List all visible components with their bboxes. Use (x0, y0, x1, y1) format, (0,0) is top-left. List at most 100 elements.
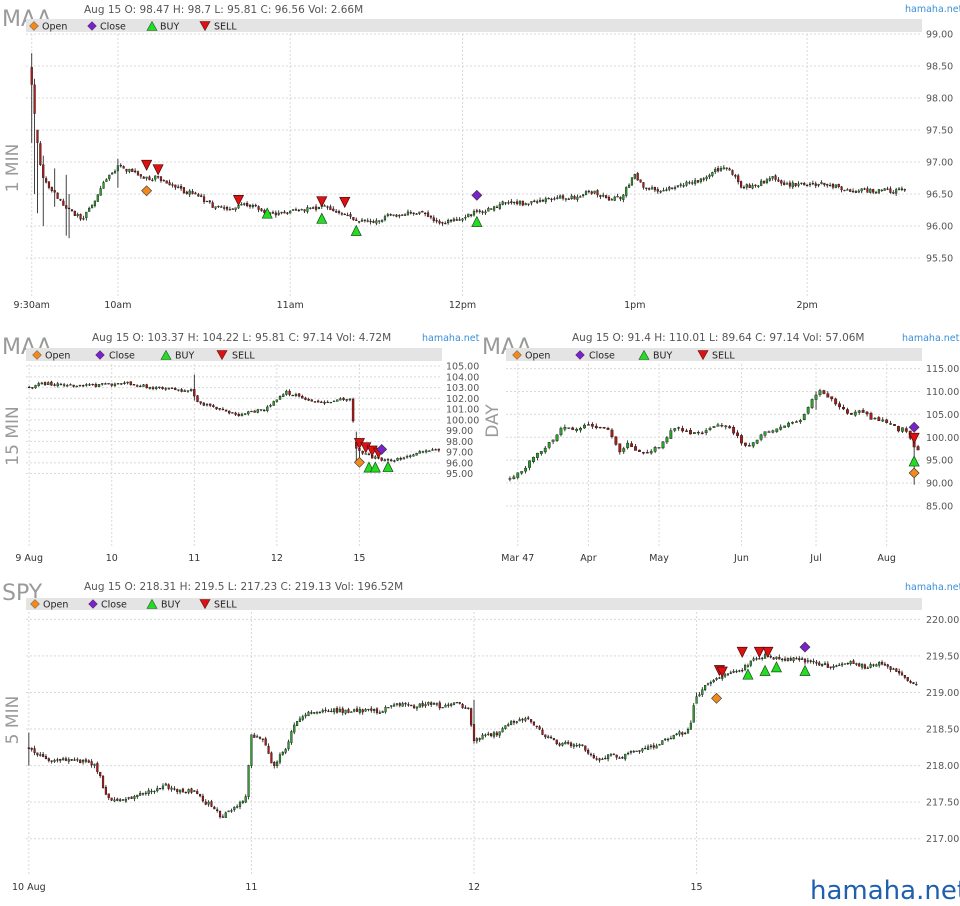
candle-up (67, 759, 70, 762)
candle-down (495, 732, 498, 736)
candle-down (561, 195, 565, 199)
candle-down (872, 664, 875, 666)
candle-down (475, 210, 478, 212)
candle-down (441, 222, 444, 224)
watermark-logo[interactable]: hamaha.net (810, 876, 960, 906)
brand-link[interactable]: hamaha.net (422, 333, 480, 344)
candle-down (30, 747, 33, 750)
candle-up (250, 410, 253, 413)
candle-down (208, 200, 211, 203)
candle-down (573, 196, 576, 200)
candle-up (658, 744, 661, 746)
candle-down (139, 174, 142, 177)
candle-up (236, 806, 239, 808)
candle-down (840, 186, 843, 191)
candle-down (854, 191, 858, 193)
y-tick-label: 217.00 (926, 834, 959, 845)
candle-down (42, 164, 45, 178)
x-tick-label: 12 (468, 882, 480, 893)
candle-up (676, 185, 679, 187)
candle-up (136, 794, 139, 798)
candle-down (541, 200, 545, 202)
candle-down (174, 184, 177, 188)
candle-up (205, 404, 209, 406)
candle-down (87, 760, 90, 763)
candle-down (257, 206, 260, 210)
candle-up (332, 400, 336, 402)
x-tick-label: Apr (580, 553, 597, 564)
candle-up (559, 195, 562, 199)
candle-down (33, 748, 36, 753)
candle-down (558, 743, 561, 746)
candle-down (101, 775, 105, 788)
candle-up (834, 184, 837, 189)
y-grid: 105.00104.00103.00102.00101.00100.0099.0… (26, 362, 479, 480)
candle-up (329, 401, 333, 404)
candle-down (541, 729, 544, 735)
candle-up (567, 427, 571, 429)
candle-down (789, 658, 792, 661)
candle-down (571, 427, 575, 430)
candle-up (668, 186, 671, 190)
candle-down (73, 759, 76, 761)
candle-up (421, 451, 425, 453)
candle-up (259, 409, 263, 411)
candle-down (134, 170, 137, 173)
candle-up (579, 427, 582, 431)
candle-down (142, 176, 145, 179)
candle-up (679, 184, 682, 186)
candle-up (290, 731, 293, 743)
candle-down (535, 725, 538, 727)
candle-down (430, 702, 433, 705)
candle-down (602, 427, 606, 429)
candle-down (201, 795, 205, 802)
candle-down (762, 180, 766, 184)
candle-up (641, 748, 644, 752)
brand-link[interactable]: hamaha.net (902, 333, 960, 344)
candle-down (702, 178, 705, 180)
candle-up (593, 190, 596, 194)
candle-up (563, 427, 567, 430)
candle-down (401, 214, 404, 216)
candle-down (351, 398, 355, 422)
candle-down (375, 708, 379, 713)
candle-up (846, 189, 849, 191)
sell-marker (316, 196, 328, 208)
candle-down (903, 675, 906, 678)
candle-up (763, 654, 767, 659)
x-tick-label: 11am (277, 300, 304, 311)
candle-up (158, 386, 161, 389)
candle-up (428, 450, 431, 452)
candle-down (90, 761, 93, 766)
candle-down (291, 394, 294, 397)
y-tick-label: 219.50 (926, 651, 959, 662)
legend-open: Open (525, 351, 550, 362)
candle-up (726, 673, 730, 676)
candle-down (67, 207, 71, 210)
candle-up (682, 185, 685, 187)
candle-down (732, 427, 736, 434)
candle-down (729, 672, 732, 674)
candle-down (728, 426, 732, 429)
y-tick-label: 110.00 (926, 387, 959, 398)
candle-up (895, 189, 898, 194)
brand-link[interactable]: hamaha.net (905, 582, 960, 593)
candle-down (849, 189, 852, 192)
candle-down (767, 431, 771, 433)
candle-down (415, 213, 418, 215)
candle-down (135, 385, 139, 387)
candle-down (754, 184, 757, 186)
candle-up (691, 182, 694, 184)
candle-up (53, 759, 56, 762)
legend-sell: SELL (214, 22, 237, 33)
candle-up (177, 186, 180, 188)
close-marker (908, 421, 920, 433)
candle-down (594, 425, 598, 429)
brand-link[interactable]: hamaha.net (905, 4, 960, 15)
candle-down (444, 222, 447, 225)
candle-up (513, 201, 516, 204)
candle-down (389, 214, 392, 216)
open-marker (354, 456, 365, 468)
candle-up (787, 422, 790, 427)
legend: Open Close BUY SELL (32, 349, 255, 362)
